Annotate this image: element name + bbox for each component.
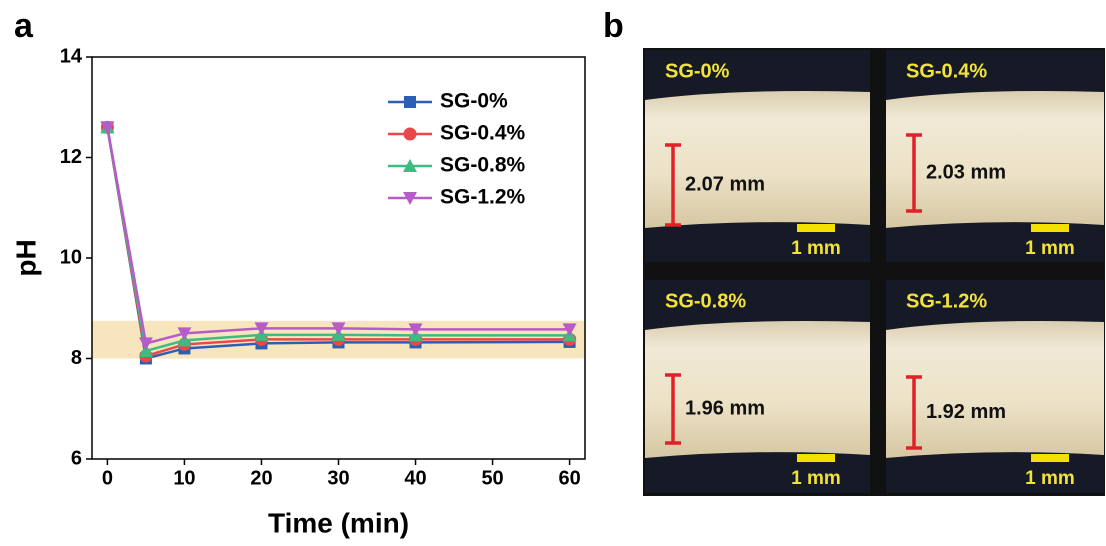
x-tick-label: 60 [558, 467, 580, 489]
scale-label: 1 mm [1025, 468, 1075, 489]
photo-label: SG-0.4% [906, 60, 987, 82]
scale-label: 1 mm [791, 238, 841, 259]
y-tick-label: 8 [71, 347, 82, 369]
x-tick-label: 0 [102, 467, 113, 489]
marker [403, 159, 417, 172]
x-tick-label: 20 [250, 467, 272, 489]
y-axis-label: pH [10, 239, 41, 276]
plot-frame [91, 56, 586, 460]
photo-slab [886, 91, 1104, 228]
thickness-label: 2.03 mm [926, 161, 1006, 183]
legend-label: SG-0.4% [440, 122, 526, 145]
photo-slab [886, 321, 1104, 458]
thickness-bar [906, 133, 922, 213]
x-tick-label: 40 [404, 467, 426, 489]
marker [403, 192, 417, 205]
panel-label: b [603, 7, 624, 45]
y-tick-label: 10 [60, 246, 82, 268]
thickness-label: 2.07 mm [685, 173, 765, 195]
marker [331, 322, 346, 336]
photo-label: SG-0% [665, 60, 730, 82]
marker [138, 343, 153, 357]
micrograph-panel: SG-0% 2.07 mm 1 mm SG-0.4% 2.03 mm 1 mm SG-0.8… [643, 48, 1105, 496]
thickness-label: 1.96 mm [685, 397, 765, 419]
scale-bar [1031, 224, 1069, 232]
scale-label: 1 mm [791, 468, 841, 489]
y-tick-label: 12 [60, 146, 82, 168]
y-tick-label: 14 [60, 45, 83, 67]
photo-label: SG-1.2% [906, 290, 987, 312]
scale-bar [797, 224, 835, 232]
marker [403, 127, 417, 141]
photo-label: SG-0.8% [665, 290, 746, 312]
marker [408, 323, 423, 337]
thickness-bar [665, 373, 681, 445]
x-tick-label: 30 [327, 467, 349, 489]
marker [177, 327, 192, 341]
photo-slab [645, 91, 870, 228]
chart: 6 8 10 12 14 0 10 20 30 40 50 60 Time (min) pH SG-0% SG… [10, 45, 586, 538]
legend-label: SG-1.2% [440, 186, 526, 209]
x-tick-label: 10 [173, 467, 195, 489]
photo-slab [645, 321, 870, 458]
x-axis-label: Time (min) [268, 507, 409, 538]
marker [562, 323, 577, 337]
panel-label: a [14, 7, 34, 45]
thickness-bar [665, 143, 681, 227]
marker [138, 337, 153, 351]
x-tick-label: 50 [481, 467, 503, 489]
marker [404, 96, 416, 108]
scale-bar [797, 454, 835, 462]
legend-label: SG-0.8% [440, 154, 526, 177]
scale-bar [1031, 454, 1069, 462]
scale-label: 1 mm [1025, 238, 1075, 259]
marker [100, 121, 115, 135]
legend-label: SG-0% [440, 90, 508, 113]
thickness-bar [906, 375, 922, 450]
marker [254, 322, 269, 336]
y-tick-label: 6 [71, 447, 82, 469]
thickness-label: 1.92 mm [926, 401, 1006, 423]
